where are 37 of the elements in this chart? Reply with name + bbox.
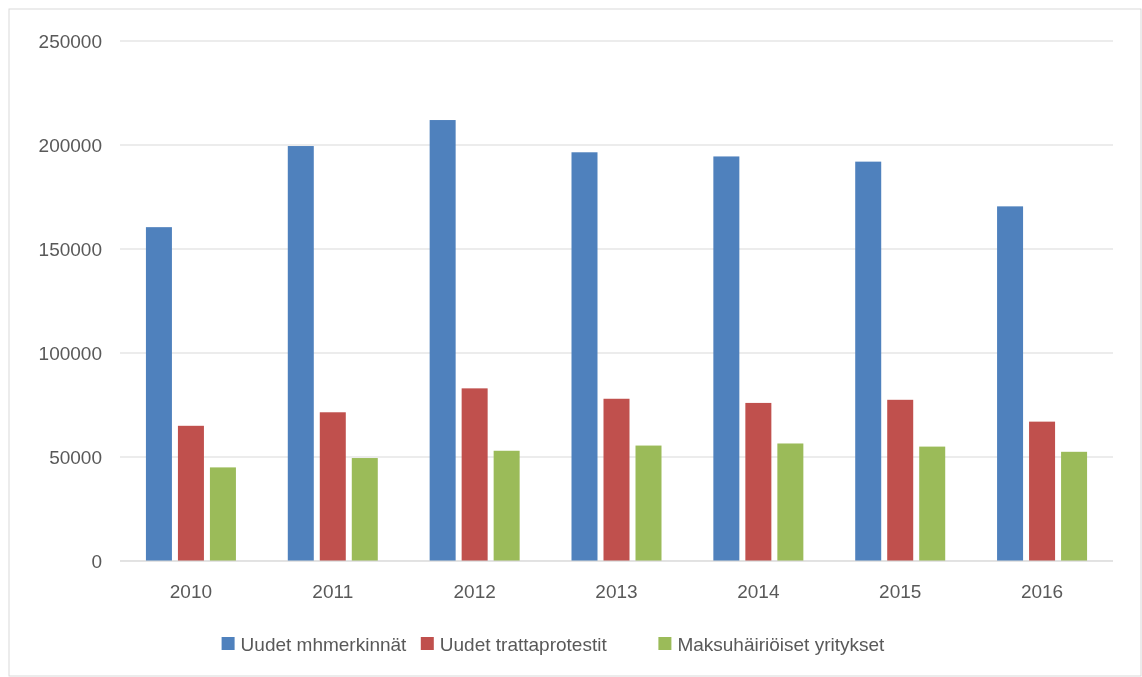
bar [319,412,346,561]
bar [887,399,914,561]
bar [919,446,946,561]
bar [145,227,172,561]
legend-label: Maksuhäiriöiset yritykset [677,633,886,655]
y-tick-label: 50000 [49,446,102,468]
bar [997,206,1024,561]
x-tick-label: 2010 [169,581,213,602]
y-tick-label: 0 [91,550,102,572]
y-tick-label: 150000 [38,238,102,260]
x-tick-label: 2012 [453,581,496,602]
bar [855,161,882,561]
bar [635,445,662,561]
x-tick-label: 2016 [1020,581,1064,602]
y-tick-label: 200000 [38,134,102,156]
x-tick-label: 2013 [595,581,638,602]
bar [461,388,488,561]
bar [713,156,740,561]
bar [745,402,772,561]
y-tick-label: 250000 [38,30,102,52]
bar [603,398,630,561]
bar [351,458,378,561]
bar [287,146,314,561]
bar [177,425,204,561]
bar [1061,451,1088,561]
x-tick-label: 2011 [312,581,354,602]
bar [493,450,520,561]
legend-label: Uudet mhmerkinnät [240,633,408,655]
bar [571,152,598,561]
y-tick-label: 100000 [38,342,102,364]
bar [429,120,456,561]
bar [1029,421,1056,561]
x-tick-label: 2015 [879,581,922,602]
x-tick-label: 2014 [737,581,780,602]
legend-label: Uudet trattaprotestit [439,633,608,655]
bar [209,467,236,561]
bar [777,443,804,561]
